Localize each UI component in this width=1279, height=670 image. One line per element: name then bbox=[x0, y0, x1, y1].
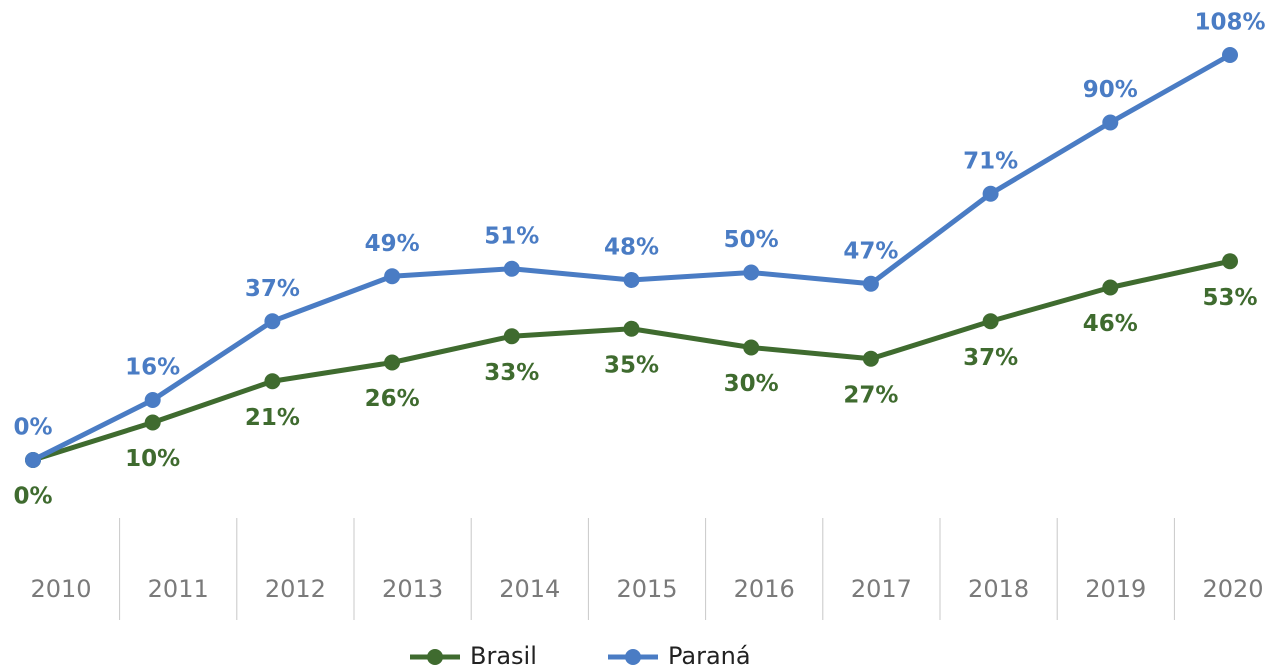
value-label: 37% bbox=[963, 345, 1018, 371]
x-tick-label: 2015 bbox=[616, 575, 677, 603]
point bbox=[144, 392, 161, 408]
point bbox=[1102, 279, 1119, 296]
value-label: 71% bbox=[963, 148, 1018, 174]
point bbox=[384, 268, 401, 285]
x-tick-label: 2011 bbox=[148, 575, 209, 603]
point bbox=[144, 414, 161, 431]
value-label: 49% bbox=[365, 231, 420, 257]
x-tick-label: 2010 bbox=[30, 575, 91, 603]
point bbox=[743, 339, 760, 356]
x-tick-label: 2020 bbox=[1202, 575, 1263, 603]
value-label: 26% bbox=[365, 386, 420, 412]
value-label: 16% bbox=[125, 355, 180, 381]
value-label: 46% bbox=[1083, 311, 1138, 337]
x-tick-label: 2017 bbox=[851, 575, 912, 603]
point bbox=[982, 313, 999, 330]
point bbox=[743, 264, 760, 281]
value-label: 37% bbox=[245, 276, 300, 302]
point bbox=[1102, 114, 1119, 131]
x-tick-label: 2014 bbox=[499, 575, 560, 603]
value-label: 48% bbox=[604, 235, 659, 261]
point bbox=[264, 313, 281, 330]
value-label: 30% bbox=[724, 371, 779, 397]
point bbox=[264, 373, 281, 390]
value-label: 10% bbox=[125, 446, 180, 472]
legend-marker bbox=[427, 649, 443, 665]
value-label: 90% bbox=[1083, 77, 1138, 103]
legend-label: Brasil bbox=[470, 642, 537, 670]
value-label: 21% bbox=[245, 405, 300, 431]
value-label: 51% bbox=[484, 223, 539, 249]
legend-marker bbox=[625, 649, 641, 665]
value-label: 35% bbox=[604, 352, 659, 378]
point bbox=[25, 452, 41, 468]
value-label: 53% bbox=[1202, 285, 1257, 311]
point bbox=[982, 185, 999, 202]
x-tick-label: 2018 bbox=[968, 575, 1029, 603]
point bbox=[862, 275, 879, 292]
value-label: 47% bbox=[843, 238, 898, 264]
x-tick-label: 2016 bbox=[734, 575, 795, 603]
value-label: 108% bbox=[1194, 10, 1265, 36]
value-label: 0% bbox=[13, 415, 52, 441]
point bbox=[384, 354, 401, 371]
point bbox=[623, 320, 640, 337]
x-tick-label: 2013 bbox=[382, 575, 443, 603]
point bbox=[862, 350, 879, 367]
point bbox=[1222, 47, 1238, 63]
point bbox=[1222, 253, 1238, 270]
x-tick-label: 2012 bbox=[265, 575, 326, 603]
x-tick-label: 2019 bbox=[1085, 575, 1146, 603]
value-label: 33% bbox=[484, 360, 539, 386]
value-label: 27% bbox=[843, 382, 898, 408]
legend-label: Paraná bbox=[668, 642, 751, 670]
point bbox=[503, 328, 520, 345]
value-label: 50% bbox=[724, 227, 779, 253]
value-label: 0% bbox=[13, 484, 52, 510]
point bbox=[623, 272, 640, 288]
point bbox=[503, 260, 520, 277]
